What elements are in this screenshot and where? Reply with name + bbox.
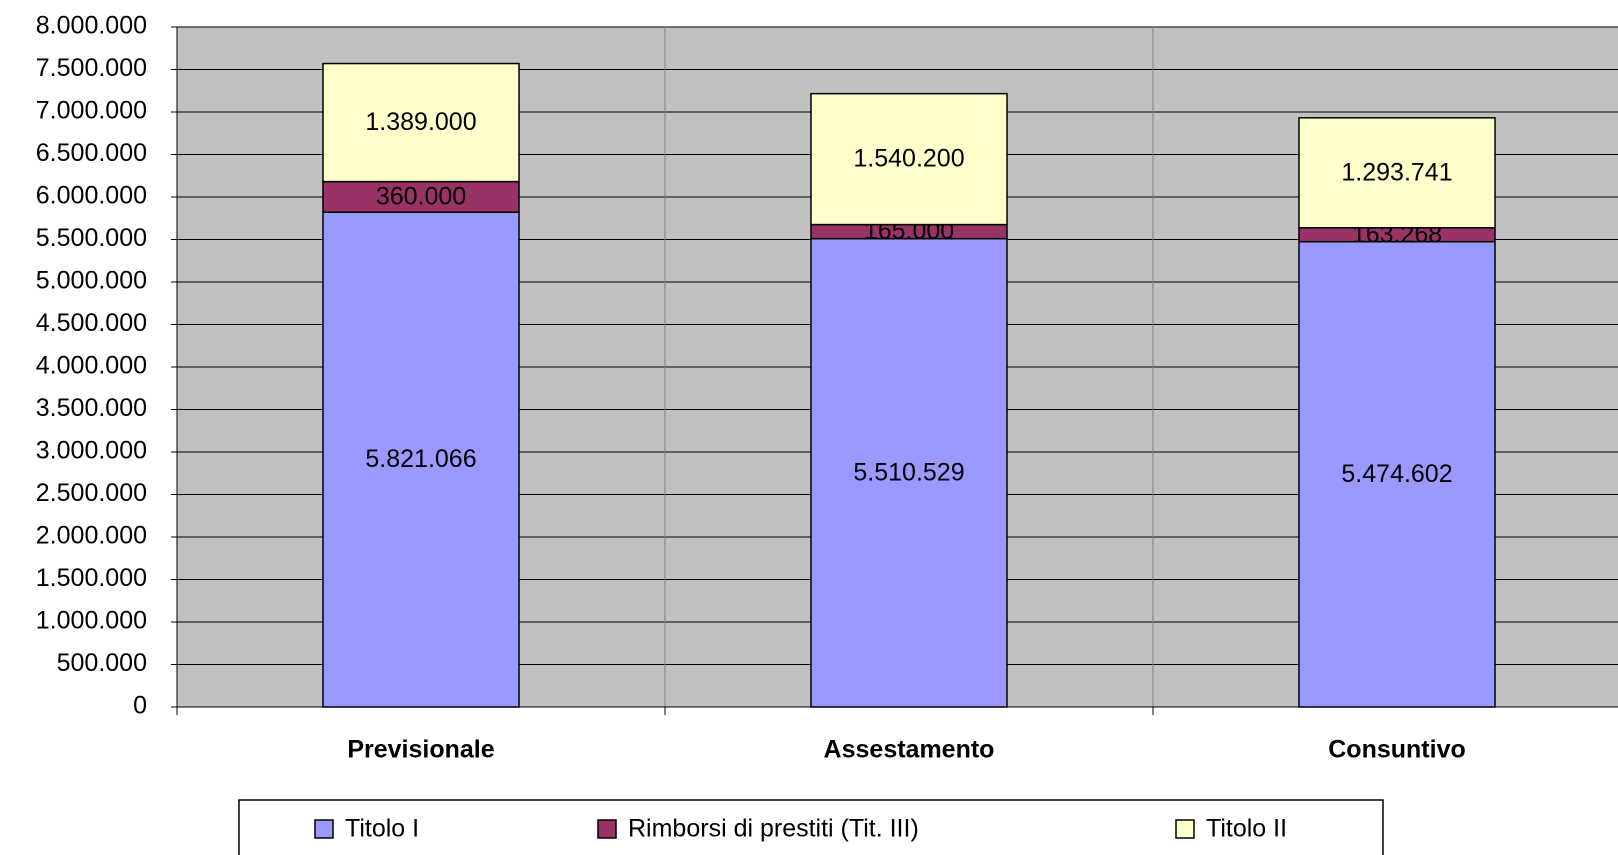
legend-label: Rimborsi di prestiti (Tit. III) bbox=[628, 815, 919, 843]
bar-segment bbox=[810, 92, 1008, 226]
bar-segment bbox=[810, 237, 1008, 708]
y-tick-label: 1.500.000 bbox=[36, 564, 147, 592]
y-tick-label: 7.500.000 bbox=[36, 54, 147, 82]
y-tick-label: 4.000.000 bbox=[36, 352, 147, 380]
x-tick-label: Previsionale bbox=[347, 736, 494, 764]
bar-segment bbox=[322, 180, 520, 213]
bar-segment bbox=[322, 62, 520, 183]
y-tick-label: 2.500.000 bbox=[36, 479, 147, 507]
y-tick-label: 6.500.000 bbox=[36, 139, 147, 167]
data-label: 5.510.529 bbox=[853, 458, 964, 486]
y-tick-label: 5.500.000 bbox=[36, 224, 147, 252]
y-tick-label: 7.000.000 bbox=[36, 97, 147, 125]
y-tick-label: 5.000.000 bbox=[36, 267, 147, 295]
x-tick-label: Consuntivo bbox=[1328, 736, 1466, 764]
y-tick-label: 500.000 bbox=[57, 649, 147, 677]
y-tick-label: 8.000.000 bbox=[36, 12, 147, 40]
data-label: 1.540.200 bbox=[853, 145, 964, 173]
y-tick-label: 1.000.000 bbox=[36, 607, 147, 635]
bar-segment bbox=[322, 211, 520, 708]
data-label: 5.821.066 bbox=[365, 445, 476, 473]
legend-swatch bbox=[597, 819, 617, 839]
legend-swatch bbox=[314, 819, 334, 839]
bar-segment bbox=[1298, 240, 1496, 708]
legend-label: Titolo II bbox=[1206, 815, 1287, 843]
y-tick-label: 3.500.000 bbox=[36, 394, 147, 422]
y-tick-label: 3.000.000 bbox=[36, 437, 147, 465]
data-label: 5.474.602 bbox=[1341, 460, 1452, 488]
legend-label: Titolo I bbox=[345, 815, 419, 843]
data-label: 360.000 bbox=[376, 183, 466, 211]
x-tick-label: Assestamento bbox=[824, 736, 995, 764]
bar-segment bbox=[1298, 117, 1496, 229]
data-label: 1.293.741 bbox=[1341, 158, 1452, 186]
data-label: 1.389.000 bbox=[365, 108, 476, 136]
y-tick-label: 6.000.000 bbox=[36, 182, 147, 210]
legend-swatch bbox=[1175, 819, 1195, 839]
y-tick-label: 2.000.000 bbox=[36, 522, 147, 550]
y-tick-label: 4.500.000 bbox=[36, 309, 147, 337]
y-tick-label: 0 bbox=[133, 692, 147, 720]
